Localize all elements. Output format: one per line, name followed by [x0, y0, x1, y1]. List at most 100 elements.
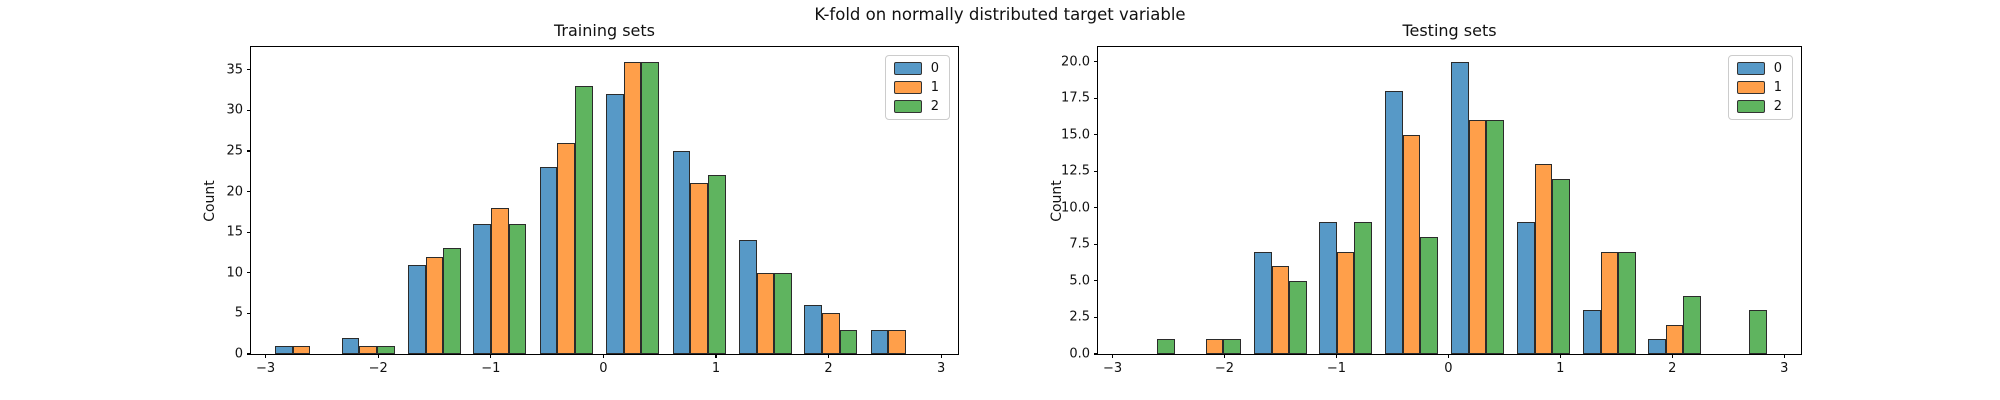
training-bar-fold0-bin8 [804, 305, 822, 354]
testing-legend-row-1: 1 [1736, 80, 1782, 95]
training-bar-fold0-bin3 [473, 224, 491, 354]
training-bar-fold1-bin0 [292, 345, 311, 354]
training-x-tick [602, 354, 604, 358]
training-bar-fold0-bin7 [739, 240, 757, 354]
testing-y-tick [1094, 207, 1098, 209]
testing-x-tick-label: −3 [1102, 361, 1123, 376]
legend-swatch-icon [1736, 100, 1765, 113]
training-x-tick-label: −1 [481, 361, 501, 376]
training-title: Training sets [553, 21, 655, 40]
testing-x-tick-label: −2 [1214, 361, 1235, 376]
training-bar-fold0-bin4 [539, 167, 558, 354]
testing-y-tick-label: 17.5 [1061, 90, 1090, 106]
training-bar-fold1-bin3 [490, 207, 509, 354]
training-bar-fold2-bin2 [443, 248, 461, 354]
testing-x-tick [1783, 354, 1785, 358]
training-x-tick [490, 354, 492, 358]
training-ylabel: Count [201, 179, 218, 222]
training-x-tick [715, 354, 717, 358]
testing-y-tick-label: 20.0 [1061, 54, 1090, 70]
testing-legend-label: 1 [1773, 80, 1782, 95]
testing-x-tick [1447, 354, 1449, 358]
training-x-tick [827, 354, 830, 358]
testing-bar-fold1-bin7 [1600, 251, 1619, 354]
testing-y-tick-label: 7.5 [1069, 236, 1090, 252]
training-bar-fold2-bin1 [376, 345, 395, 354]
testing-bar-fold1-bin3 [1336, 251, 1355, 354]
testing-bar-fold1-bin8 [1665, 324, 1684, 354]
testing-y-tick-label: 15.0 [1061, 127, 1090, 143]
testing-bar-fold0-bin6 [1517, 222, 1535, 354]
training-y-tick-label: 30 [226, 102, 243, 118]
testing-x-tick [1223, 354, 1226, 358]
testing-bar-fold2-bin7 [1618, 251, 1636, 354]
testing-y-tick-label: 0.0 [1069, 346, 1090, 362]
testing-bar-fold1-bin5 [1468, 120, 1487, 354]
training-y-tick [247, 231, 251, 233]
training-x-tick-label: 1 [711, 361, 721, 376]
testing-y-tick-label: 2.5 [1069, 309, 1090, 325]
training-bar-fold0-bin2 [408, 264, 426, 354]
testing-bar-fold2-bin3 [1354, 222, 1372, 354]
training-y-tick-label: 5 [234, 305, 243, 321]
legend-swatch-icon [893, 81, 922, 94]
legend-swatch-icon [893, 100, 922, 113]
testing-x-tick-label: 2 [1668, 361, 1677, 376]
testing-bar-fold2-bin6 [1552, 178, 1570, 354]
testing-legend-label: 2 [1773, 99, 1782, 114]
training-y-tick-label: 20 [226, 184, 243, 200]
testing-bar-fold1-bin1 [1205, 339, 1224, 354]
training-bar-fold0-bin9 [870, 329, 889, 354]
testing-y-tick [1094, 316, 1098, 319]
testing-legend: 0 1 2 [1727, 55, 1793, 120]
training-y-tick [247, 150, 251, 152]
testing-y-tick [1094, 134, 1098, 136]
training-x-tick [265, 354, 267, 358]
training-x-tick-label: −2 [368, 361, 388, 376]
testing-y-tick [1094, 243, 1098, 245]
training-y-tick-label: 15 [226, 224, 243, 240]
testing-y-tick [1094, 353, 1098, 355]
training-x-tick-label: −3 [256, 361, 276, 376]
training-bar-fold1-bin1 [359, 345, 377, 354]
testing-x-tick-label: 3 [1780, 361, 1789, 376]
testing-y-tick [1094, 61, 1098, 63]
testing-x-tick [1671, 354, 1673, 358]
training-bar-fold0-bin6 [672, 150, 691, 354]
testing-bar-fold2-bin8 [1683, 295, 1701, 354]
training-legend-row-2: 2 [893, 99, 939, 114]
testing-title: Testing sets [1402, 21, 1497, 40]
training-bar-fold2-bin5 [641, 61, 660, 354]
testing-bar-fold0-bin4 [1385, 90, 1403, 354]
training-bar-fold2-bin3 [508, 224, 527, 354]
legend-swatch-icon [1736, 62, 1765, 75]
testing-x-tick-label: −1 [1326, 361, 1347, 376]
testing-bar-fold2-bin4 [1420, 237, 1438, 354]
training-x-tick-label: 0 [599, 361, 608, 376]
testing-bar-fold0-bin2 [1254, 251, 1272, 354]
testing-bar-fold2-bin2 [1289, 280, 1307, 354]
training-legend-label: 0 [930, 61, 939, 76]
legend-swatch-icon [893, 62, 922, 75]
testing-x-tick [1335, 354, 1338, 358]
training-bar-fold1-bin4 [557, 142, 576, 354]
training-legend-label: 1 [930, 80, 939, 95]
training-bar-fold1-bin5 [623, 61, 642, 354]
training-bar-fold2-bin4 [575, 85, 593, 354]
figure-suptitle: K-fold on normally distributed target va… [814, 5, 1186, 24]
training-bar-fold1-bin6 [690, 183, 708, 354]
testing-bar-fold2-bin0 [1157, 339, 1175, 354]
training-y-tick [247, 69, 251, 71]
testing-bar-fold0-bin5 [1451, 61, 1469, 354]
training-legend-label: 2 [930, 99, 939, 114]
testing-bar-fold0-bin7 [1583, 310, 1601, 354]
testing-y-tick [1094, 280, 1098, 282]
testing-y-tick-label: 10.0 [1061, 200, 1090, 216]
testing-x-tick-label: 1 [1556, 361, 1565, 376]
testing-x-tick [1111, 354, 1114, 358]
training-bar-fold1-bin8 [821, 313, 840, 354]
training-y-tick-label: 0 [234, 346, 243, 362]
